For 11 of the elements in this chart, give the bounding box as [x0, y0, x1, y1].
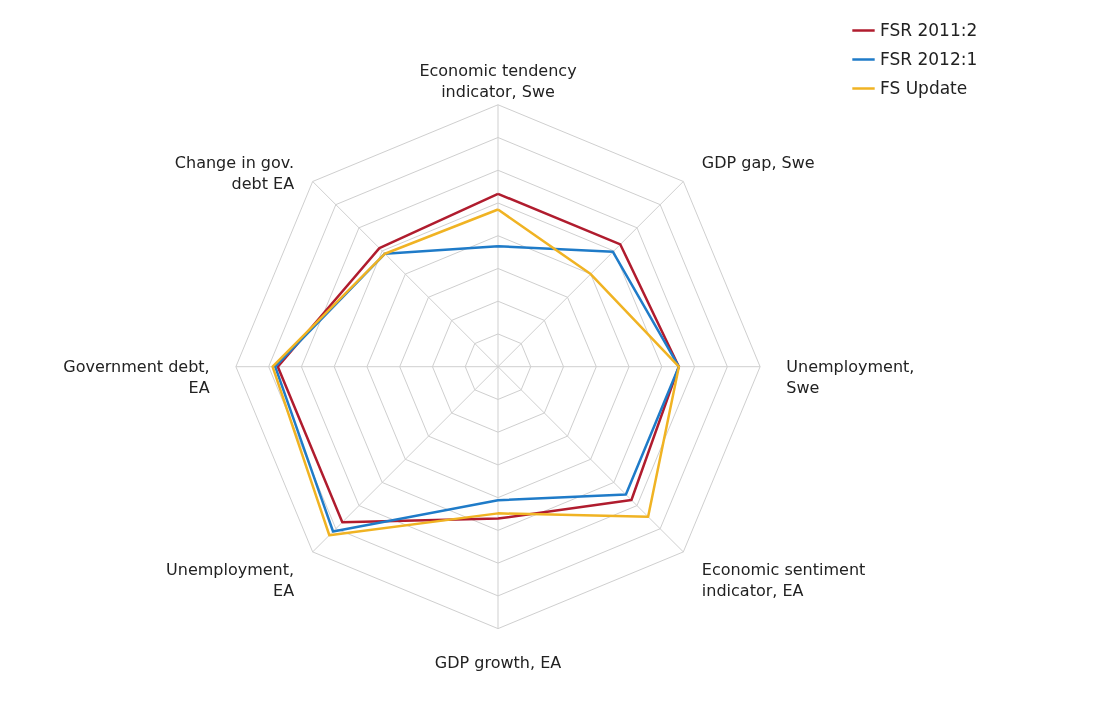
spoke-label: GDP gap, Swe [701, 152, 815, 172]
legend-label: FSR 2011:2 [880, 19, 978, 40]
spoke-label: Economic tendency indicator, Swe [419, 60, 577, 101]
spoke-label: Unemployment, Swe [786, 356, 915, 397]
spoke-label: Change in gov. debt EA [174, 152, 295, 193]
spoke-label: GDP growth, EA [434, 652, 562, 672]
spoke-label: Government debt, EA [63, 356, 210, 397]
spoke-label: Unemployment, EA [166, 560, 295, 601]
legend-label: FS Update [880, 77, 968, 98]
spoke-label: Economic sentiment indicator, EA [701, 560, 866, 601]
legend-label: FSR 2012:1 [880, 48, 978, 69]
